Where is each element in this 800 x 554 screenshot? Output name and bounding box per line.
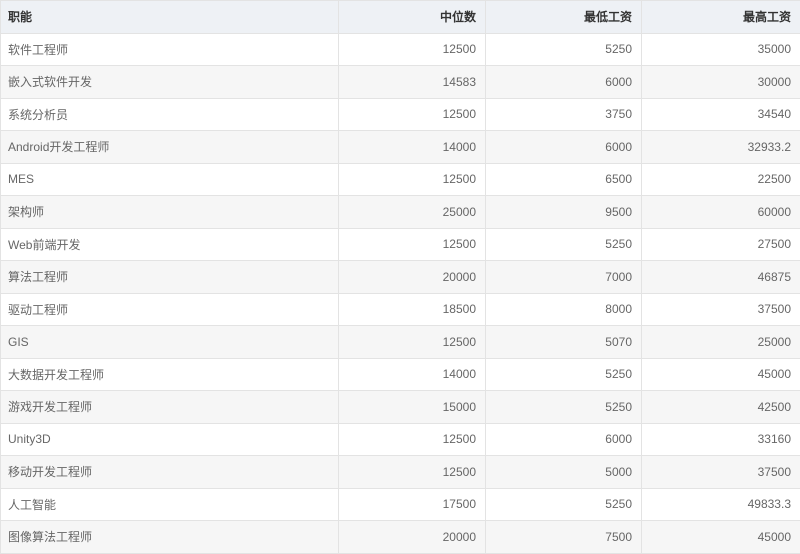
- cell-median: 12500: [339, 98, 486, 131]
- cell-max-salary: 37500: [642, 293, 800, 326]
- cell-median: 12500: [339, 326, 486, 359]
- cell-role: Android开发工程师: [1, 131, 339, 164]
- cell-role: Web前端开发: [1, 228, 339, 261]
- header-role[interactable]: 职能: [1, 1, 339, 34]
- cell-median: 20000: [339, 521, 486, 554]
- cell-role: MES: [1, 163, 339, 196]
- cell-min-salary: 6500: [486, 163, 642, 196]
- cell-role: GIS: [1, 326, 339, 359]
- cell-role: 软件工程师: [1, 33, 339, 66]
- cell-role: 算法工程师: [1, 261, 339, 294]
- cell-min-salary: 5250: [486, 358, 642, 391]
- cell-max-salary: 35000: [642, 33, 800, 66]
- cell-role: 系统分析员: [1, 98, 339, 131]
- cell-role: 嵌入式软件开发: [1, 66, 339, 99]
- cell-min-salary: 9500: [486, 196, 642, 229]
- cell-max-salary: 27500: [642, 228, 800, 261]
- cell-median: 18500: [339, 293, 486, 326]
- cell-min-salary: 5250: [486, 228, 642, 261]
- cell-median: 12500: [339, 33, 486, 66]
- cell-max-salary: 45000: [642, 358, 800, 391]
- cell-max-salary: 30000: [642, 66, 800, 99]
- cell-max-salary: 60000: [642, 196, 800, 229]
- cell-min-salary: 3750: [486, 98, 642, 131]
- cell-role: Unity3D: [1, 423, 339, 456]
- cell-max-salary: 25000: [642, 326, 800, 359]
- cell-role: 人工智能: [1, 488, 339, 521]
- cell-min-salary: 5000: [486, 456, 642, 489]
- cell-role: 架构师: [1, 196, 339, 229]
- table-header-row: 职能 中位数 最低工资 最高工资: [1, 1, 800, 34]
- cell-max-salary: 22500: [642, 163, 800, 196]
- cell-max-salary: 49833.3: [642, 488, 800, 521]
- cell-min-salary: 5250: [486, 33, 642, 66]
- cell-min-salary: 6000: [486, 423, 642, 456]
- cell-role: 大数据开发工程师: [1, 358, 339, 391]
- cell-max-salary: 37500: [642, 456, 800, 489]
- cell-median: 12500: [339, 228, 486, 261]
- cell-role: 移动开发工程师: [1, 456, 339, 489]
- cell-median: 17500: [339, 488, 486, 521]
- cell-median: 12500: [339, 423, 486, 456]
- cell-min-salary: 7000: [486, 261, 642, 294]
- cell-max-salary: 46875: [642, 261, 800, 294]
- cell-median: 20000: [339, 261, 486, 294]
- cell-max-salary: 42500: [642, 391, 800, 424]
- cell-max-salary: 34540: [642, 98, 800, 131]
- cell-role: 驱动工程师: [1, 293, 339, 326]
- cell-role: 游戏开发工程师: [1, 391, 339, 424]
- header-min-salary[interactable]: 最低工资: [486, 1, 642, 34]
- cell-median: 15000: [339, 391, 486, 424]
- cell-median: 25000: [339, 196, 486, 229]
- cell-min-salary: 5070: [486, 326, 642, 359]
- cell-median: 14000: [339, 358, 486, 391]
- cell-min-salary: 6000: [486, 131, 642, 164]
- cell-median: 14583: [339, 66, 486, 99]
- cell-median: 12500: [339, 456, 486, 489]
- cell-median: 12500: [339, 163, 486, 196]
- cell-min-salary: 5250: [486, 391, 642, 424]
- header-median[interactable]: 中位数: [339, 1, 486, 34]
- header-max-salary[interactable]: 最高工资: [642, 1, 800, 34]
- cell-min-salary: 5250: [486, 488, 642, 521]
- cell-min-salary: 6000: [486, 66, 642, 99]
- cell-median: 14000: [339, 131, 486, 164]
- cell-role: 图像算法工程师: [1, 521, 339, 554]
- cell-max-salary: 33160: [642, 423, 800, 456]
- cell-min-salary: 8000: [486, 293, 642, 326]
- cell-max-salary: 45000: [642, 521, 800, 554]
- cell-max-salary: 32933.2: [642, 131, 800, 164]
- cell-min-salary: 7500: [486, 521, 642, 554]
